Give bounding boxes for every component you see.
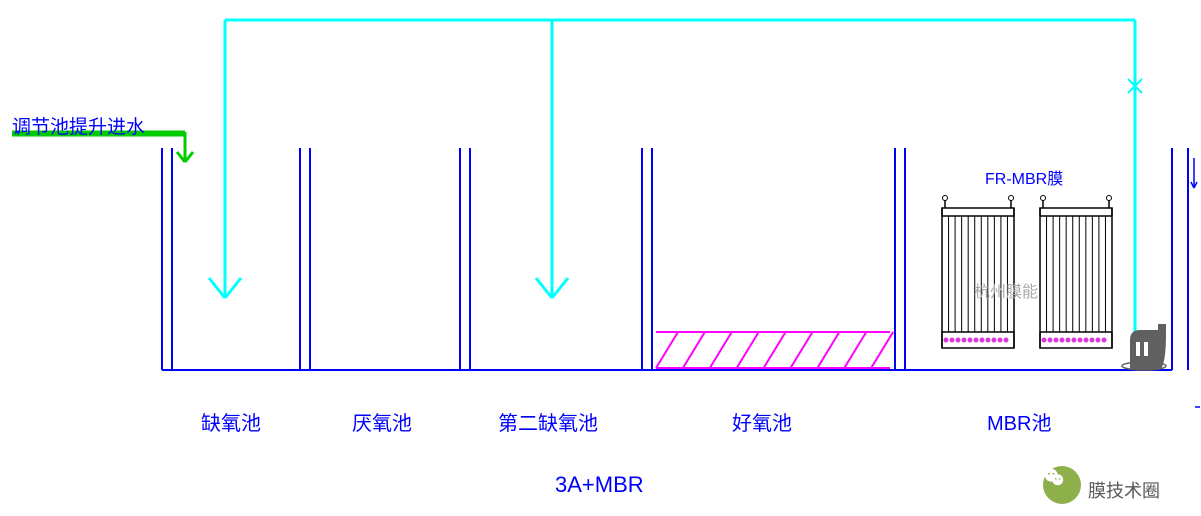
basin-label-3: 好氧池 [732, 407, 792, 436]
mbr-membrane-label: FR-MBR膜 [985, 165, 1063, 189]
basin-label-0: 缺氧池 [201, 407, 261, 436]
watermark-text: 杭州膜能 [974, 278, 1038, 302]
diagram-svg [0, 0, 1201, 516]
basin-label-4: MBR池 [987, 407, 1051, 436]
basin-label-1: 厌氧池 [352, 407, 412, 436]
title-label: 3A+MBR [555, 472, 644, 498]
wechat-icon [1043, 466, 1065, 488]
logo-text: 膜技术圈 [1088, 477, 1160, 503]
basin-label-2: 第二缺氧池 [498, 407, 598, 436]
inlet-label: 调节池提升进水 [12, 112, 145, 139]
logo-badge [1043, 466, 1081, 504]
